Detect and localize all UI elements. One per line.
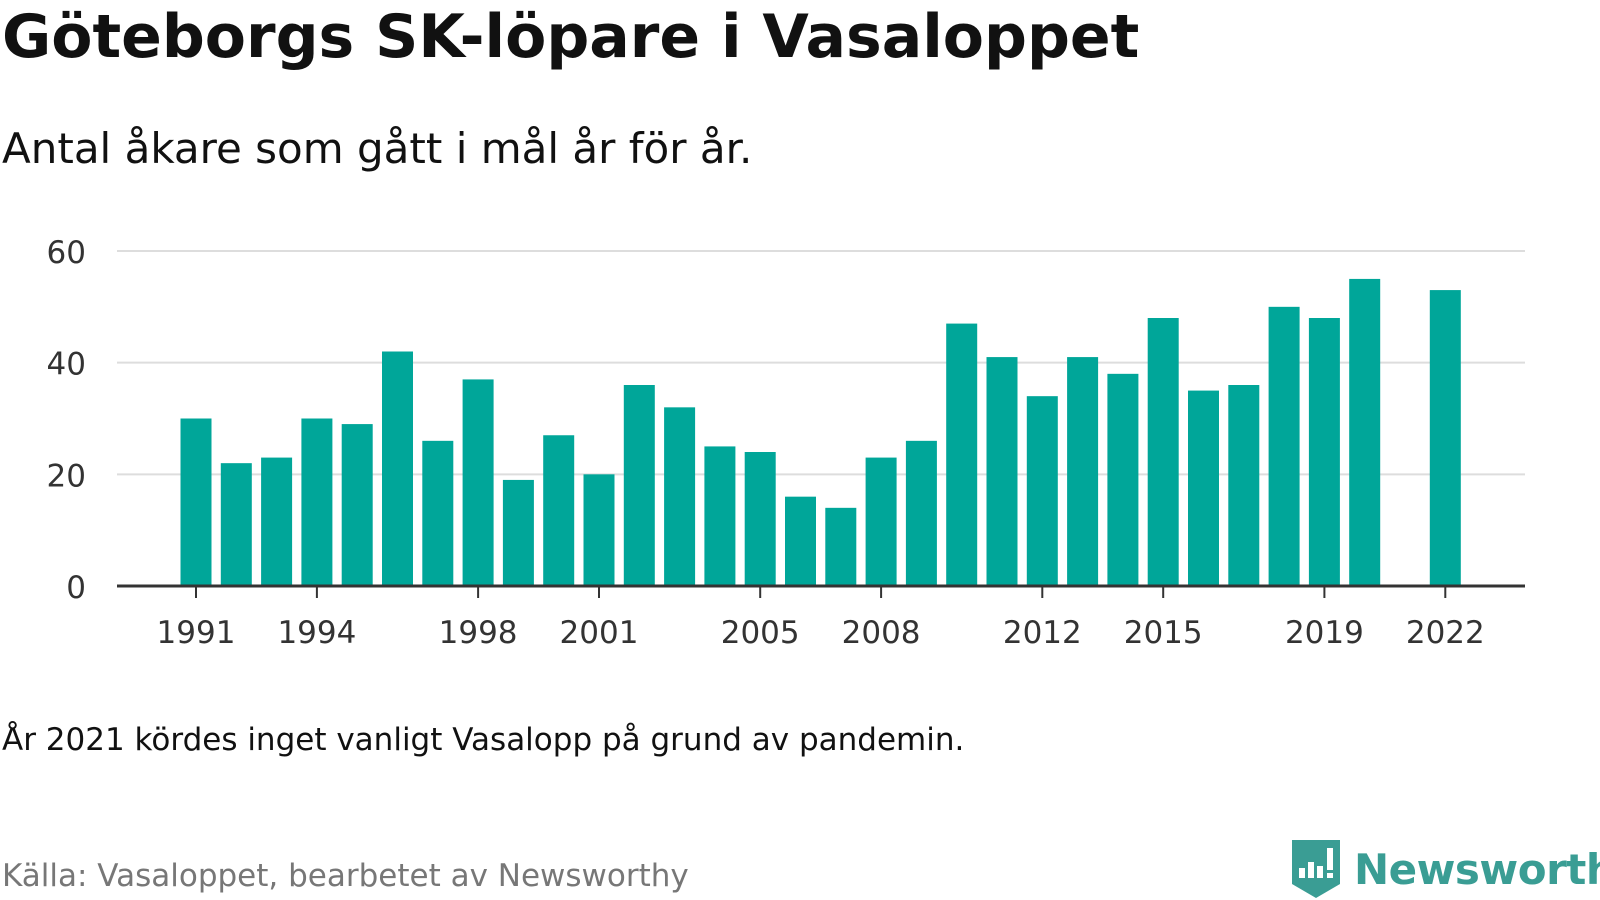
bar-2001 — [583, 474, 615, 586]
bar-2010 — [946, 323, 978, 586]
bar-1992 — [220, 463, 252, 586]
bar-2013 — [1067, 357, 1099, 586]
bar-2014 — [1107, 373, 1139, 586]
y-axis-labels: 0 20 40 60 — [47, 235, 86, 606]
bar-2007 — [825, 507, 857, 586]
bar-2003 — [664, 407, 696, 586]
bar-2004 — [704, 446, 736, 586]
chart-note: År 2021 kördes inget vanligt Vasalopp på… — [2, 722, 965, 758]
x-tick-label: 1994 — [277, 615, 356, 651]
y-tick-label: 20 — [47, 458, 86, 494]
bar-2015 — [1147, 318, 1179, 586]
bar-2011 — [986, 357, 1018, 586]
bar-2017 — [1228, 385, 1260, 586]
x-tick-label: 1998 — [439, 615, 518, 651]
bar-2016 — [1188, 390, 1219, 586]
chart-subtitle: Antal åkare som gått i mål år för år. — [2, 124, 753, 173]
bar-2020 — [1349, 278, 1381, 586]
bar-2000 — [543, 435, 575, 586]
x-tick-label: 2019 — [1285, 615, 1364, 651]
newsworthy-logo: Newsworthy — [1290, 838, 1600, 900]
bar-2019 — [1308, 318, 1340, 586]
y-tick-label: 60 — [47, 235, 86, 271]
x-tick-label: 2022 — [1406, 615, 1485, 651]
bar-1997 — [422, 440, 454, 586]
bar-1999 — [502, 479, 534, 586]
bar-1993 — [261, 457, 293, 586]
bar-2002 — [623, 385, 655, 586]
y-tick-label: 0 — [66, 570, 86, 606]
chart-title: Göteborgs SK-löpare i Vasaloppet — [2, 2, 1140, 72]
bar-1996 — [382, 351, 413, 586]
bar-2012 — [1026, 396, 1058, 586]
bar-2008 — [865, 457, 897, 586]
x-tick-label: 1991 — [157, 615, 236, 651]
x-tick-label: 2008 — [842, 615, 921, 651]
y-tick-label: 40 — [47, 347, 86, 383]
newsworthy-logo-icon — [1292, 840, 1340, 898]
bar-1998 — [462, 379, 494, 586]
bar-2009 — [905, 440, 937, 586]
x-tick-label: 2005 — [721, 615, 800, 651]
x-axis: 1991 1994 1998 2001 2005 2008 2012 2015 2019 2022 — [117, 584, 1525, 651]
bar-2005 — [744, 452, 776, 586]
bar-2022 — [1429, 290, 1461, 586]
bar-1994 — [301, 418, 333, 586]
x-tick-label: 2012 — [1003, 615, 1082, 651]
source-text: Källa: Vasaloppet, bearbetet av Newswort… — [2, 858, 689, 894]
bar-2006 — [785, 496, 816, 586]
x-tick-label: 2015 — [1124, 615, 1203, 651]
newsworthy-logo-text: Newsworthy — [1354, 844, 1600, 894]
bar-chart: 1991 1994 1998 2001 2005 2008 2012 2015 2019 2022… — [47, 235, 1525, 651]
x-tick-label: 2001 — [560, 615, 639, 651]
bars — [180, 278, 1461, 586]
bar-1991 — [180, 418, 212, 586]
bar-1995 — [341, 424, 373, 586]
bar-2018 — [1268, 306, 1300, 586]
